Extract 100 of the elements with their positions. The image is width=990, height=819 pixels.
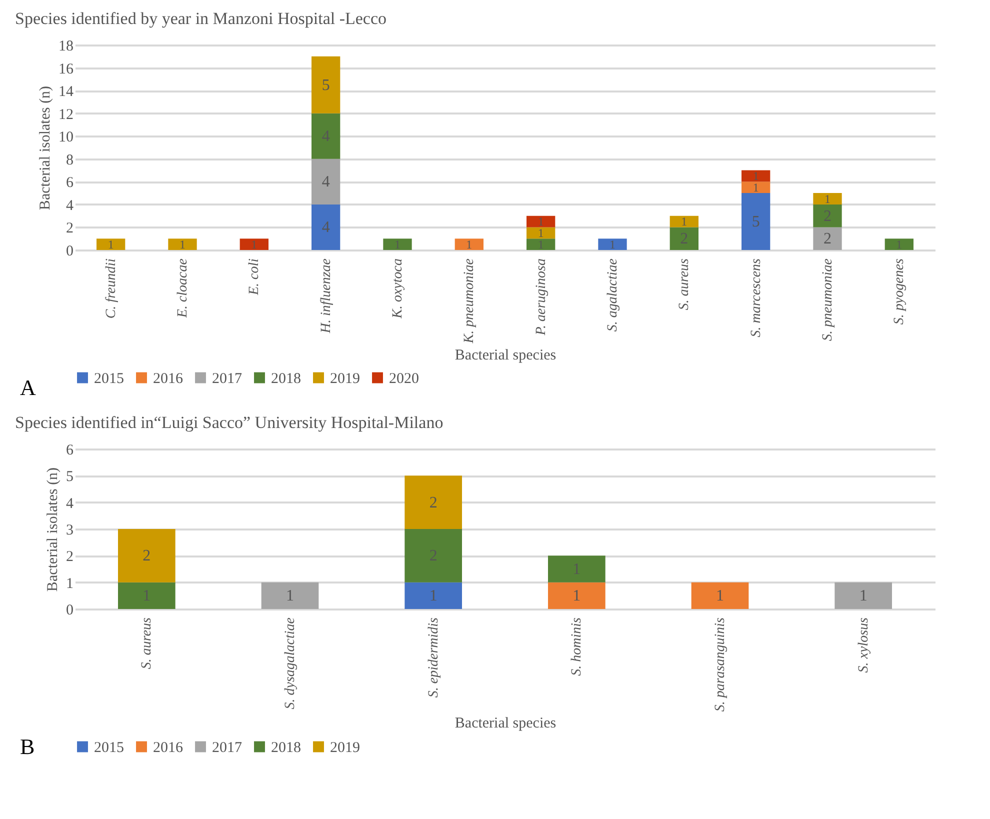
x-tick-label: K. oxytoca: [390, 258, 406, 320]
y-tick-label: 18: [58, 38, 74, 54]
x-tick-label: S. aureus: [677, 258, 692, 310]
x-tick-label: E. cloacae: [176, 258, 190, 319]
bar: [813, 193, 842, 204]
y-tick-label: 4: [66, 198, 74, 214]
legend-label: 2017: [212, 740, 242, 756]
bar: [383, 238, 412, 250]
x-tick-label: E. coli: [247, 258, 262, 296]
bar: [404, 529, 462, 582]
bar: [813, 204, 842, 228]
y-tick-label: 6: [66, 175, 74, 192]
y-tick-label: 12: [58, 106, 74, 123]
data-label: 1: [180, 237, 186, 252]
data-label: 1: [859, 588, 868, 605]
y-tick-label: 10: [58, 130, 74, 146]
y-tick-label: 8: [66, 152, 74, 168]
x-tick-label: S. marcescens: [748, 258, 764, 338]
bar: [454, 238, 484, 250]
y-tick-label: 6: [66, 442, 74, 458]
legend-label: 2020: [389, 370, 419, 387]
x-tick-label: S. pneumoniae: [820, 258, 836, 341]
bar: [404, 476, 462, 529]
y-tick-label: 4: [66, 496, 74, 512]
x-tick-label: S. pyogenes: [892, 258, 908, 325]
legend-label: 2019: [330, 740, 360, 756]
data-label: 1: [572, 588, 581, 605]
bar: [312, 204, 340, 250]
data-label: 1: [716, 588, 724, 605]
x-tick-label: P. aeruginosa: [534, 258, 549, 336]
x-tick-label: S. dysagalactiae: [283, 618, 298, 710]
bar: [526, 227, 556, 239]
legend-label: 2018: [271, 740, 301, 756]
bar: [240, 238, 268, 250]
bar: [813, 227, 842, 250]
bar: [548, 582, 606, 609]
data-label: 2: [824, 230, 832, 248]
bar: [261, 582, 319, 609]
legend-label: 2016: [153, 740, 184, 756]
data-label: 5: [752, 214, 760, 231]
y-axis-title: Bacterial isolates (n): [38, 86, 54, 210]
bar: [742, 193, 770, 250]
bar: [742, 182, 770, 194]
bar: [118, 529, 176, 582]
bar: [670, 227, 698, 250]
bar: [168, 238, 197, 250]
bar: [96, 238, 126, 250]
bar: [598, 238, 627, 250]
data-label: 1: [610, 237, 616, 252]
x-tick-label: S. aureus: [140, 616, 155, 670]
legend-label: 2019: [330, 370, 360, 387]
x-axis-title: Bacterial species: [454, 347, 556, 364]
data-label: 1: [286, 588, 294, 605]
data-label: 4: [322, 219, 330, 236]
x-tick-label: S. hominis: [570, 616, 585, 676]
x-tick-label: S. epidermidis: [426, 616, 442, 698]
data-label: 1: [466, 237, 472, 252]
x-tick-label: S. xylosus: [856, 616, 872, 673]
y-tick-label: 0: [66, 244, 74, 260]
bar: [312, 56, 340, 114]
y-tick-label: 16: [58, 61, 74, 78]
data-label: 4: [322, 174, 330, 191]
y-tick-label: 3: [66, 522, 74, 538]
bar: [312, 113, 340, 159]
bar: [404, 582, 462, 609]
bar: [884, 238, 914, 250]
bar: [312, 158, 340, 204]
y-tick-label: 2: [66, 549, 74, 566]
text: B: [20, 734, 35, 759]
y-tick-label: 14: [58, 84, 74, 100]
bar: [742, 170, 770, 182]
data-label: 1: [752, 180, 759, 194]
y-tick-label: 0: [66, 602, 74, 618]
data-label: 1: [429, 588, 438, 605]
y-tick-label: 1: [66, 576, 74, 592]
data-label: 5: [322, 76, 330, 94]
data-label: 2: [429, 494, 438, 512]
data-label: 1: [824, 192, 831, 206]
legend-label: 2015: [94, 370, 124, 387]
x-axis-title: Bacterial species: [454, 716, 556, 732]
bar: [526, 238, 556, 250]
chart-title: Species identified in“Luigi Sacco” University Hospital-Milano: [15, 413, 444, 432]
x-tick-label: K. pneumoniae: [462, 258, 478, 344]
y-axis-title: Bacterial isolates (n): [45, 467, 61, 592]
data-label: 1: [108, 237, 114, 252]
legend-label: 2017: [212, 370, 242, 387]
bar: [670, 216, 698, 228]
bar: [548, 556, 606, 582]
data-label: 2: [142, 548, 151, 565]
bar: [691, 582, 749, 609]
data-label: 1: [681, 214, 688, 229]
text: A: [20, 375, 36, 400]
x-tick-label: C. freundii: [104, 258, 119, 319]
x-tick-label: S. agalactiae: [606, 258, 620, 332]
chart-title: Species identified by year in Manzoni Hospital -Lecco: [15, 9, 387, 28]
bar: [834, 582, 892, 609]
legend-label: 2018: [271, 370, 301, 387]
legend-label: 2016: [153, 370, 184, 387]
bar: [526, 216, 556, 228]
y-tick-label: 2: [66, 220, 74, 237]
